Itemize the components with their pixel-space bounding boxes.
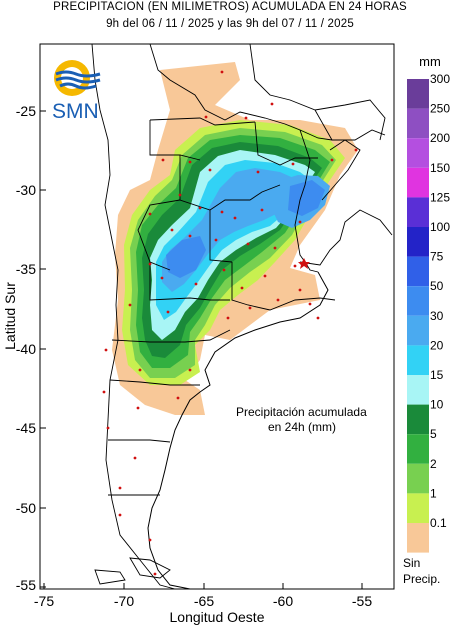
legend-label: 0.1 [430,516,447,530]
y-tick-label: -25 [16,103,36,119]
legend-no-precip-line2: Precip. [403,572,440,586]
x-tick-label: -60 [273,593,293,609]
logo-text: SMN [52,100,99,123]
legend-label: 75 [430,250,444,264]
legend-label: 50 [430,279,444,293]
annotation-line1: Precipitación acumulada [236,405,367,419]
legend-swatch [407,434,429,464]
smn-logo-icon [54,60,101,96]
legend-label: 200 [430,131,450,145]
legend-swatch [407,493,429,523]
legend-swatch [407,286,429,316]
legend-swatch [407,345,429,375]
x-tick-label: -55 [352,593,372,609]
legend-label: 150 [430,161,450,175]
capital-marker-icon [298,258,310,269]
y-tick-label: -50 [16,500,36,516]
legend-swatch [407,256,429,287]
map-title: PRECIPITACION (EN MILIMETROS) ACUMULADA … [53,1,407,13]
legend-colorbar: 300 250 200 150 125 100 75 50 30 20 15 10 5 2 1 0.1 [407,72,450,553]
x-tick-label: -70 [114,593,134,609]
legend-label: 30 [430,309,444,323]
precip-field [112,62,358,415]
y-tick-label: -55 [16,577,36,593]
legend-swatch [407,375,429,405]
coastline [147,271,329,589]
legend-label: 100 [430,220,450,234]
y-tick-label: -30 [16,182,36,198]
legend-label: 10 [430,398,444,412]
y-tick-label: -40 [16,341,36,357]
legend-label: 300 [430,72,450,86]
x-axis: -75 -70 -65 -60 -55 [34,583,372,609]
legend-swatch [407,108,429,139]
y-axis-label: Latitud Sur [2,282,18,350]
y-axis: -25 -30 -35 -40 -45 -50 -55 [16,103,46,593]
legend-swatch [407,227,429,257]
legend-label: 2 [430,457,437,471]
legend-label: 5 [430,427,437,441]
y-tick-label: -45 [16,420,36,436]
annotation-line2: en 24h (mm) [268,420,336,434]
legend-swatch [407,197,429,227]
station-markers [102,70,358,576]
x-tick-label: -75 [34,593,54,609]
legend-label: 15 [430,368,444,382]
legend-swatch [407,523,429,553]
legend-label: 20 [430,338,444,352]
x-tick-label: -65 [194,593,214,609]
x-axis-label: Longitud Oeste [170,609,265,625]
legend-swatch [407,315,429,346]
legend-swatch [407,79,429,109]
legend-label: 250 [430,102,450,116]
legend-swatch [407,167,429,198]
legend-swatch [407,404,429,435]
legend-label: 125 [430,190,450,204]
legend-no-precip-line1: Sin [403,556,420,570]
legend-unit: mm [419,54,441,69]
legend-swatch [407,463,429,494]
legend-label: 1 [430,486,437,500]
y-tick-label: -35 [16,261,36,277]
map-subtitle-dates: 9h del 06 / 11 / 2025 y las 9h del 07 / … [106,18,354,30]
province-borders [91,44,393,589]
legend-swatch [407,138,429,168]
